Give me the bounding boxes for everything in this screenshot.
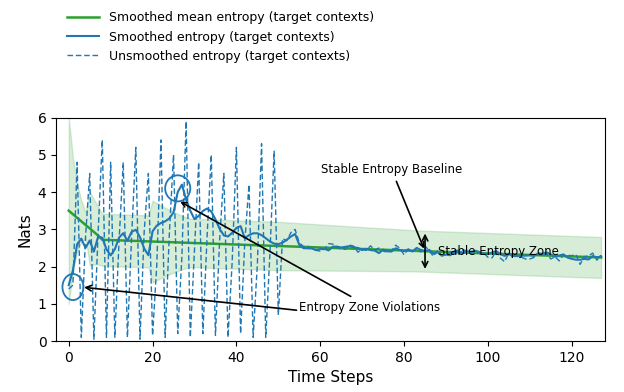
Unsmoothed entropy (target contexts) <box>350 244 358 249</box>
Smoothed entropy (target contexts) <box>287 234 295 239</box>
Unsmoothed entropy (target contexts) <box>291 227 299 232</box>
Y-axis label: Nats: Nats <box>17 212 32 247</box>
Smoothed entropy (target contexts) <box>577 258 584 262</box>
Smoothed mean entropy (target contexts) <box>65 209 72 213</box>
Smoothed mean entropy (target contexts) <box>342 246 349 251</box>
Smoothed entropy (target contexts) <box>65 283 72 288</box>
Unsmoothed entropy (target contexts) <box>530 255 538 260</box>
Unsmoothed entropy (target contexts) <box>90 337 97 341</box>
Text: Stable Entropy Zone: Stable Entropy Zone <box>437 245 558 258</box>
Line: Smoothed mean entropy (target contexts): Smoothed mean entropy (target contexts) <box>69 211 601 258</box>
Smoothed entropy (target contexts) <box>526 253 534 258</box>
Text: Stable Entropy Baseline: Stable Entropy Baseline <box>321 163 462 247</box>
Unsmoothed entropy (target contexts) <box>182 119 190 124</box>
Smoothed entropy (target contexts) <box>178 182 186 187</box>
Smoothed mean entropy (target contexts) <box>195 241 202 245</box>
Smoothed mean entropy (target contexts) <box>572 254 580 259</box>
Unsmoothed entropy (target contexts) <box>270 149 278 154</box>
Smoothed entropy (target contexts) <box>346 244 353 249</box>
Legend: Smoothed mean entropy (target contexts), Smoothed entropy (target contexts), Uns: Smoothed mean entropy (target contexts),… <box>62 6 379 68</box>
Smoothed entropy (target contexts) <box>597 254 605 259</box>
Unsmoothed entropy (target contexts) <box>597 253 605 258</box>
Smoothed entropy (target contexts) <box>199 209 207 213</box>
X-axis label: Time Steps: Time Steps <box>288 370 373 385</box>
Unsmoothed entropy (target contexts) <box>580 254 588 259</box>
Line: Smoothed entropy (target contexts): Smoothed entropy (target contexts) <box>69 185 601 285</box>
Unsmoothed entropy (target contexts) <box>203 234 211 239</box>
Text: Entropy Zone Violations: Entropy Zone Violations <box>182 203 441 314</box>
Smoothed mean entropy (target contexts) <box>283 244 290 249</box>
Smoothed mean entropy (target contexts) <box>522 252 529 257</box>
Smoothed mean entropy (target contexts) <box>262 243 270 248</box>
Smoothed mean entropy (target contexts) <box>597 255 605 260</box>
Smoothed entropy (target contexts) <box>266 239 274 244</box>
Line: Unsmoothed entropy (target contexts): Unsmoothed entropy (target contexts) <box>69 122 601 339</box>
Unsmoothed entropy (target contexts) <box>65 287 72 291</box>
